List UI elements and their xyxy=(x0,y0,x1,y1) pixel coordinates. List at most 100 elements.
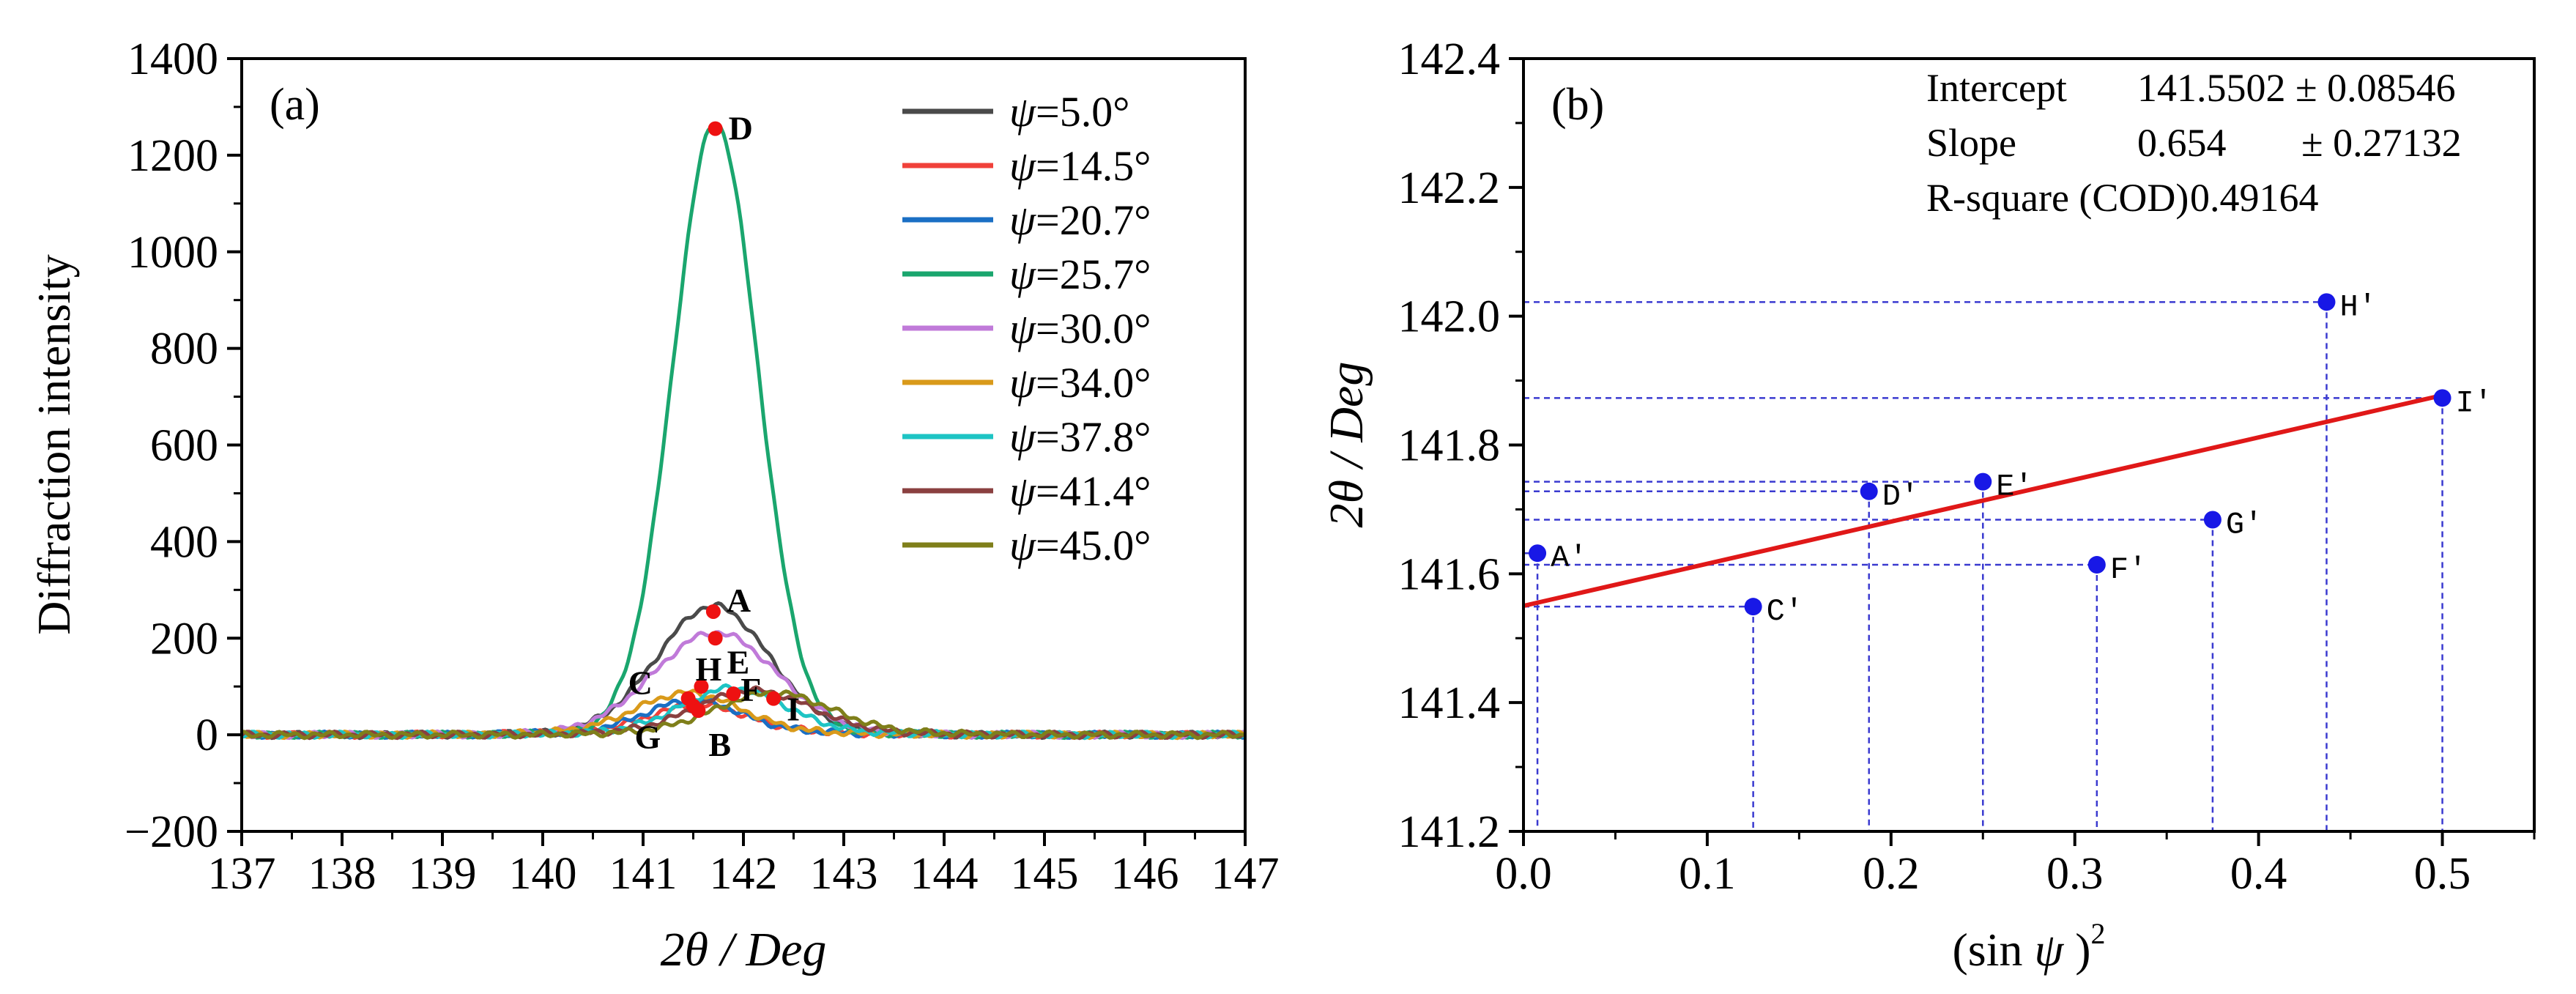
chart-b-point xyxy=(2087,556,2106,574)
chart-a-x-tick-label: 142 xyxy=(710,849,778,899)
chart-b-stats: Intercept 141.5502 ± 0.08546 Slope 0.654… xyxy=(1926,66,2462,220)
chart-a-legend-label: ψ=45.0° xyxy=(1009,522,1151,569)
chart-b-point-label: F' xyxy=(2110,552,2147,587)
chart-b-point-label: D' xyxy=(1882,479,1919,514)
chart-b-frame xyxy=(1522,57,2536,833)
chart-b-y-axis-title-prefix: 2 xyxy=(1320,503,1373,527)
chart-a-panel-label: (a) xyxy=(270,80,320,130)
chart-a-legend-value: =30.0° xyxy=(1036,305,1151,352)
chart-a-y-tick-label: 1200 xyxy=(127,131,218,181)
chart-b-fit-line xyxy=(1523,393,2443,609)
chart-b-y-tick-label: 142.4 xyxy=(1398,34,1501,84)
chart-a-legend-psi: ψ xyxy=(1009,413,1036,461)
chart-b-y-axis-title-theta: θ xyxy=(1320,480,1373,503)
chart-a-x-axis-title: 2θ / Deg xyxy=(661,923,827,976)
chart-b-x-tick-label: 0.0 xyxy=(1495,849,1552,899)
chart-b-point xyxy=(1744,598,1762,616)
chart-a-y-tick-label: 800 xyxy=(150,324,218,374)
chart-b-x-ticks: 0.0 0.1 0.2 0.3 0.4 0.5 xyxy=(1495,831,2536,899)
chart-a-peak-label: H xyxy=(695,650,721,688)
chart-a-peak-label: D xyxy=(729,110,753,147)
chart-b-y-axis-title: 2θ / Deg xyxy=(1320,362,1373,528)
chart-b-point xyxy=(1529,544,1547,563)
chart-a-legend-psi: ψ xyxy=(1009,142,1036,190)
chart-a-y-tick-label: 1400 xyxy=(127,34,218,84)
chart-a-series-lines xyxy=(240,123,1247,741)
chart-b-y-tick-label: 142.0 xyxy=(1398,292,1501,342)
chart-a-legend-label: ψ=41.4° xyxy=(1009,467,1151,515)
chart-b-x-tick-label: 0.4 xyxy=(2230,849,2287,899)
chart-panel-b: A' C' D' E' F' G' H' I' 0.0 0.1 0.2 0.3 0.4 0.5 141.… xyxy=(1320,34,2536,976)
chart-a-peak-label: F xyxy=(740,671,761,708)
chart-b-y-tick-label: 141.4 xyxy=(1398,678,1501,728)
chart-a-legend-psi: ψ xyxy=(1009,359,1036,407)
chart-b-point xyxy=(1860,482,1878,500)
chart-a-peak-point xyxy=(691,703,706,719)
chart-b-point-label: H' xyxy=(2339,289,2376,324)
chart-a-legend-value: =14.5° xyxy=(1036,142,1151,190)
chart-a-y-axis-title: Diffraction intensity xyxy=(28,254,80,635)
chart-a-legend-value: =37.8° xyxy=(1036,413,1151,461)
chart-a-peak-point xyxy=(708,631,723,646)
chart-a-legend-psi: ψ xyxy=(1009,88,1036,136)
stat-intercept-label: Intercept xyxy=(1926,66,2067,110)
chart-a-x-tick-label: 140 xyxy=(509,849,577,899)
chart-b-point xyxy=(2433,389,2451,407)
chart-b-x-axis-title-sup: 2 xyxy=(2091,917,2106,950)
chart-b-point xyxy=(2317,293,2336,311)
chart-a-y-ticks: −200 0 200 400 600 800 1000 1200 1400 xyxy=(125,34,242,857)
chart-a-x-ticks: 137 138 139 140 141 142 143 144 145 146 147 xyxy=(208,831,1280,899)
chart-b-point-label: A' xyxy=(1551,541,1587,576)
chart-a-x-tick-label: 139 xyxy=(409,849,477,899)
chart-a-y-tick-label: 600 xyxy=(150,421,218,471)
chart-a-legend-value: =5.0° xyxy=(1036,88,1129,136)
chart-a-legend-label: ψ=5.0° xyxy=(1009,88,1129,136)
stat-slope-label: Slope xyxy=(1926,121,2016,165)
chart-a-legend-label: ψ=37.8° xyxy=(1009,413,1151,461)
chart-b-point xyxy=(2203,511,2221,529)
chart-a-y-tick-label: −200 xyxy=(125,807,218,857)
chart-b-point-label: I' xyxy=(2456,385,2493,420)
chart-b-y-tick-label: 141.2 xyxy=(1398,807,1501,857)
chart-a-x-axis-title-theta: θ xyxy=(685,923,708,976)
stat-intercept-value: 141.5502 ± 0.08546 xyxy=(2137,66,2456,110)
chart-b-y-tick-label: 142.2 xyxy=(1398,163,1501,213)
chart-a-x-axis-title-suffix: / Deg xyxy=(708,923,826,976)
chart-a-x-tick-label: 144 xyxy=(910,849,979,899)
chart-b-y-tick-label: 141.8 xyxy=(1398,421,1501,471)
chart-b-y-tick-label: 141.6 xyxy=(1398,549,1501,599)
chart-a-peak-point xyxy=(708,121,723,136)
chart-a-peak-point xyxy=(705,604,721,619)
chart-b-guide-lines xyxy=(1523,301,2443,831)
chart-b-x-axis-title-main: (sin xyxy=(1952,924,2034,976)
chart-b-point-label: E' xyxy=(1996,470,2033,505)
chart-a-peak-label: E xyxy=(727,643,750,680)
stat-r2-label: R-square (COD) xyxy=(1926,176,2189,220)
chart-b-x-axis-title-close: ) xyxy=(2063,924,2090,976)
chart-b-point-label: C' xyxy=(1767,594,1803,629)
chart-a-x-axis-title-prefix: 2 xyxy=(661,923,685,976)
chart-a-x-tick-label: 147 xyxy=(1211,849,1280,899)
chart-a-peak-label: B xyxy=(708,726,731,763)
chart-b-y-axis-title-suffix: / Deg xyxy=(1320,362,1373,480)
chart-b-x-tick-label: 0.2 xyxy=(1863,849,1920,899)
chart-a-legend-value: =34.0° xyxy=(1036,359,1151,407)
chart-a-peak-label: G xyxy=(635,719,661,756)
chart-a-peak-point xyxy=(726,686,741,702)
chart-a-x-tick-label: 145 xyxy=(1011,849,1079,899)
chart-b-y-ticks: 141.2 141.4 141.6 141.8 142.0 142.2 142.4 xyxy=(1398,34,1523,857)
chart-a-x-tick-label: 137 xyxy=(208,849,276,899)
chart-a-legend: ψ=5.0°ψ=14.5°ψ=20.7°ψ=25.7°ψ=30.0°ψ=34.0… xyxy=(902,88,1151,569)
chart-a-x-tick-label: 143 xyxy=(810,849,878,899)
chart-b-x-axis-title: (sin ψ )2 xyxy=(1952,917,2105,976)
chart-a-x-tick-label: 141 xyxy=(609,849,678,899)
chart-a-x-tick-label: 138 xyxy=(308,849,376,899)
chart-a-legend-value: =25.7° xyxy=(1036,251,1151,298)
chart-a-legend-label: ψ=20.7° xyxy=(1009,196,1151,244)
chart-a-legend-value: =45.0° xyxy=(1036,522,1151,569)
stat-r2-value: 0.49164 xyxy=(2190,176,2319,220)
chart-a-peak-label: I xyxy=(787,691,800,728)
chart-b-panel-label: (b) xyxy=(1551,80,1604,130)
chart-a-y-tick-label: 400 xyxy=(150,517,218,567)
chart-a-legend-psi: ψ xyxy=(1009,522,1036,569)
